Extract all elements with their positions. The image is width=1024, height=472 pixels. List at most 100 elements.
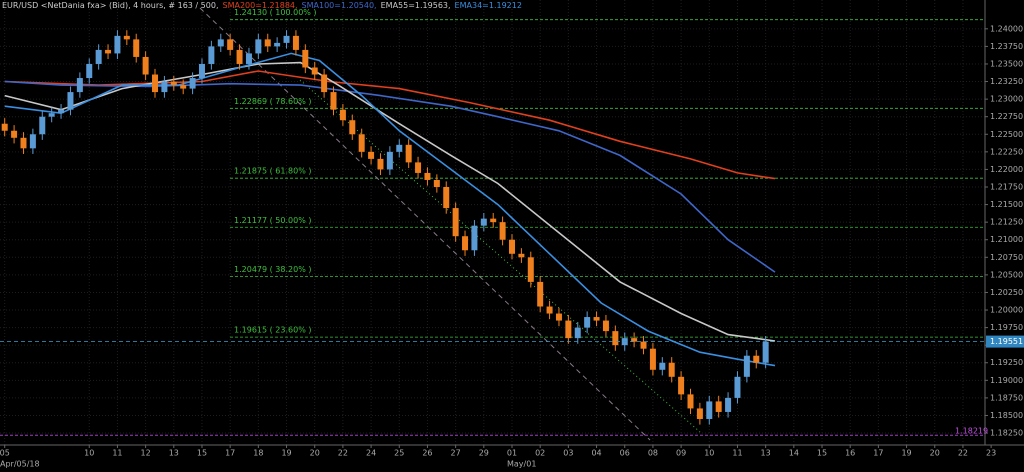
x-date-label: May/01 bbox=[507, 460, 536, 469]
candle-body bbox=[133, 39, 140, 57]
moving-average bbox=[4, 52, 776, 367]
candle-body bbox=[152, 74, 159, 93]
low-label: 1.18219 bbox=[955, 427, 988, 436]
candle-body bbox=[518, 253, 525, 258]
candle-body bbox=[114, 35, 121, 54]
candle-body bbox=[537, 281, 544, 307]
y-tick-label: 1.23500 bbox=[990, 59, 1023, 68]
y-tick-label: 1.18500 bbox=[990, 411, 1023, 420]
x-tick-label: 05 bbox=[0, 449, 10, 458]
y-tick-label: 1.20000 bbox=[990, 306, 1023, 315]
candle-body bbox=[123, 35, 130, 40]
candle-body bbox=[678, 376, 685, 395]
y-tick-label: 1.23750 bbox=[990, 42, 1023, 51]
x-tick-label: 01 bbox=[507, 449, 517, 458]
candle-body bbox=[105, 49, 112, 54]
x-tick-label: 20 bbox=[310, 449, 320, 458]
moving-average bbox=[4, 80, 776, 273]
candle-body bbox=[649, 348, 656, 370]
candle-body bbox=[725, 397, 732, 412]
candle-body bbox=[593, 317, 600, 321]
candle-body bbox=[170, 81, 177, 86]
candle-body bbox=[142, 56, 149, 75]
candle-body bbox=[640, 341, 647, 349]
candle-body bbox=[330, 92, 337, 110]
candle-body bbox=[245, 53, 252, 64]
candle-body bbox=[368, 151, 375, 159]
x-tick-label: 03 bbox=[563, 449, 573, 458]
candle-body bbox=[339, 109, 346, 121]
y-tick-label: 1.21500 bbox=[990, 200, 1023, 209]
fib-label: 1.24130 ( 100.00% ) bbox=[234, 8, 317, 17]
legend-entry: SMA200=1.21884, bbox=[222, 1, 297, 10]
candle-body bbox=[11, 130, 18, 138]
x-tick-label: 25 bbox=[394, 449, 404, 458]
x-tick-label: 15 bbox=[197, 449, 207, 458]
candle-body bbox=[198, 63, 205, 79]
candle-body bbox=[462, 236, 469, 251]
x-tick-label: 09 bbox=[676, 449, 686, 458]
y-tick-label: 1.21250 bbox=[990, 218, 1023, 227]
candle-body bbox=[180, 85, 187, 89]
y-tick-label: 1.22250 bbox=[990, 147, 1023, 156]
candle-body bbox=[58, 109, 65, 114]
candle-body bbox=[584, 317, 591, 328]
x-tick-label: 24 bbox=[366, 449, 376, 458]
candle-body bbox=[574, 327, 581, 339]
y-tick-label: 1.18750 bbox=[990, 393, 1023, 402]
x-tick-label: 06 bbox=[620, 449, 630, 458]
candle-body bbox=[706, 401, 713, 419]
y-tick-label: 1.19250 bbox=[990, 358, 1023, 367]
x-tick-label: 08 bbox=[648, 449, 658, 458]
candle-body bbox=[95, 49, 102, 64]
header: EUR/USD <NetDania fxa> (Bid), 4 hours, #… bbox=[2, 1, 522, 10]
candle-body bbox=[509, 239, 515, 254]
last-price-box bbox=[986, 335, 1024, 348]
candle-body bbox=[302, 49, 309, 68]
candle-body bbox=[762, 341, 769, 363]
x-tick-label: 17 bbox=[873, 449, 883, 458]
y-tick-label: 1.19000 bbox=[990, 376, 1023, 385]
y-tick-label: 1.20250 bbox=[990, 288, 1023, 297]
x-tick-label: 13 bbox=[169, 449, 179, 458]
legend-entry: SMA100=1.20540, bbox=[302, 1, 377, 10]
candle-body bbox=[415, 162, 422, 173]
x-tick-label: 26 bbox=[422, 449, 432, 458]
candle-body bbox=[452, 208, 459, 237]
x-tick-label: 14 bbox=[789, 449, 799, 458]
candle-body bbox=[1, 123, 8, 131]
candle-body bbox=[715, 401, 722, 412]
candle-body bbox=[490, 218, 497, 223]
y-tick-label: 1.21750 bbox=[990, 182, 1023, 191]
y-tick-label: 1.19750 bbox=[990, 323, 1023, 332]
candle-body bbox=[527, 257, 534, 282]
candle-body bbox=[480, 218, 487, 226]
fib-label: 1.20479 ( 38.20% ) bbox=[234, 265, 311, 274]
candle-body bbox=[377, 158, 384, 170]
candle-body bbox=[86, 63, 93, 79]
fib-label: 1.21875 ( 61.80% ) bbox=[234, 167, 311, 176]
candle-body bbox=[76, 78, 83, 93]
legend-entry: EMA55=1.19563, bbox=[381, 1, 451, 10]
legend-entry: EMA34=1.19212 bbox=[455, 1, 522, 10]
candle-body bbox=[386, 151, 393, 170]
y-tick-label: 1.20500 bbox=[990, 270, 1023, 279]
candle-body bbox=[668, 362, 675, 377]
candle-body bbox=[39, 116, 46, 135]
candle-body bbox=[48, 113, 55, 117]
candle-body bbox=[499, 222, 506, 240]
candle-body bbox=[659, 362, 666, 370]
candle-body bbox=[612, 331, 619, 346]
x-tick-label: 29 bbox=[479, 449, 489, 458]
y-tick-label: 1.22750 bbox=[990, 112, 1023, 121]
candle-body bbox=[227, 39, 234, 50]
candle-body bbox=[349, 120, 356, 135]
candle-body bbox=[734, 376, 741, 398]
x-tick-label: 20 bbox=[930, 449, 940, 458]
candle-body bbox=[471, 225, 478, 251]
candle-body bbox=[696, 408, 703, 419]
x-tick-label: 02 bbox=[535, 449, 545, 458]
fib-label: 1.21177 ( 50.00% ) bbox=[234, 216, 311, 225]
candle-body bbox=[264, 39, 271, 47]
